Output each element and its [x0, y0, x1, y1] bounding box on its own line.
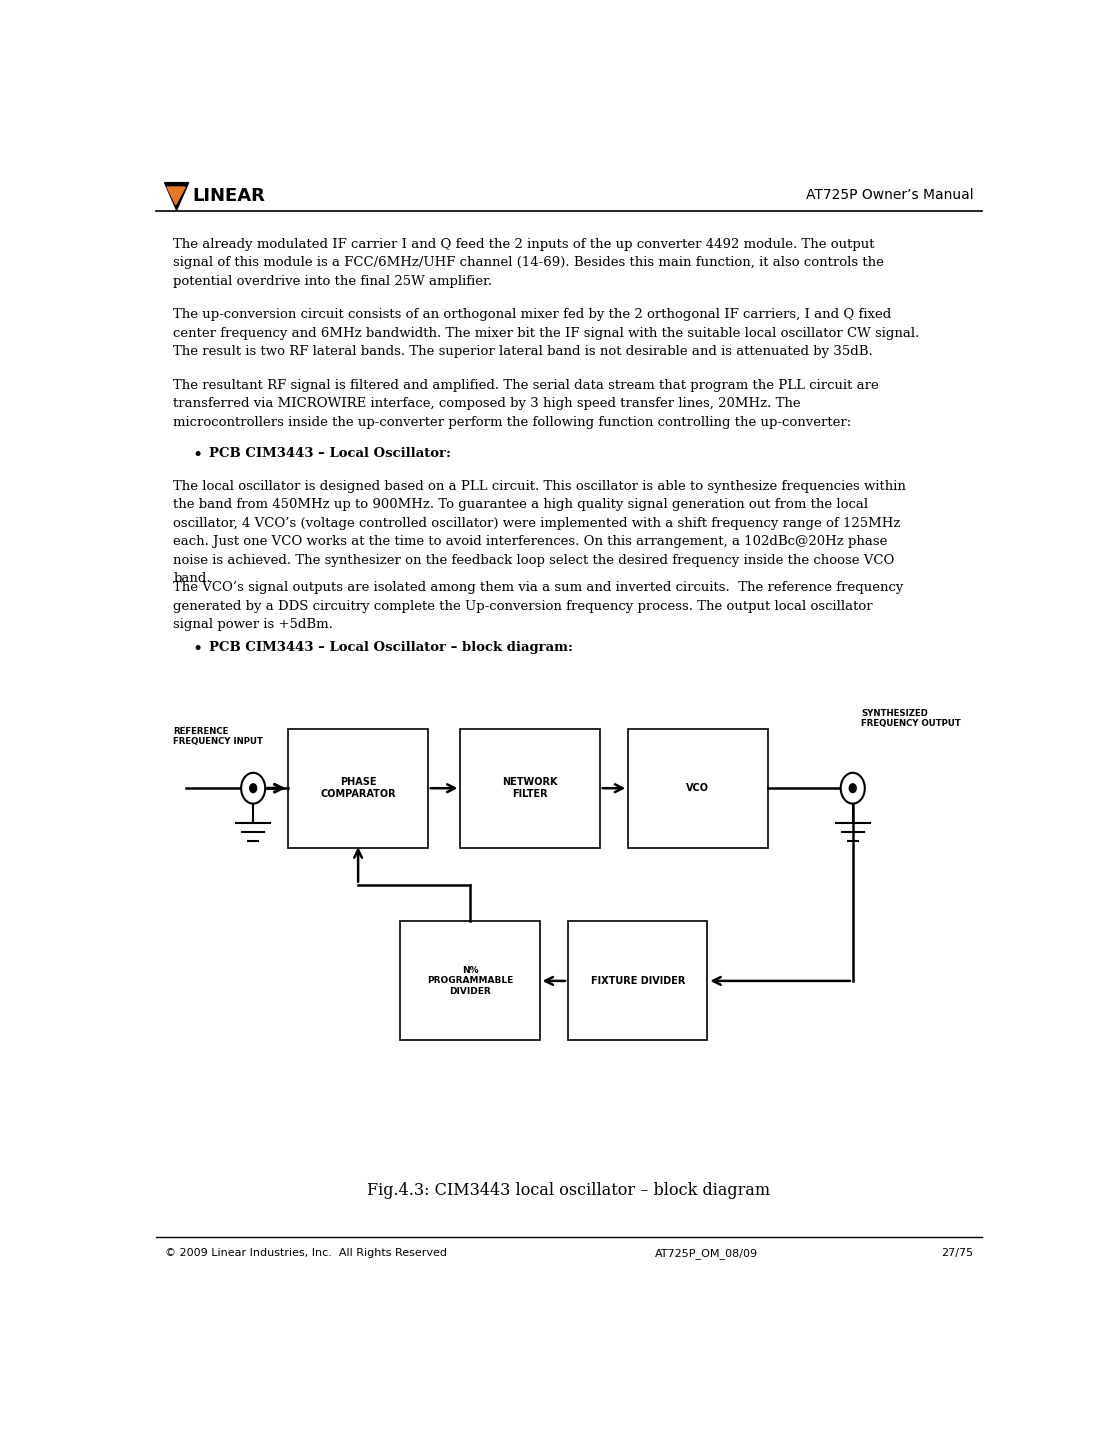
FancyBboxPatch shape [461, 729, 599, 848]
Text: •: • [192, 446, 202, 463]
FancyBboxPatch shape [289, 729, 427, 848]
Circle shape [840, 772, 865, 804]
Text: The up-conversion circuit consists of an orthogonal mixer fed by the 2 orthogona: The up-conversion circuit consists of an… [173, 307, 919, 358]
Text: Fig.4.3: CIM3443 local oscillator – block diagram: Fig.4.3: CIM3443 local oscillator – bloc… [367, 1183, 770, 1200]
Text: The already modulated IF carrier I and Q feed the 2 inputs of the up converter 4: The already modulated IF carrier I and Q… [173, 237, 884, 287]
Text: AT725P Owner’s Manual: AT725P Owner’s Manual [806, 189, 973, 203]
Circle shape [250, 784, 256, 792]
Text: LINEAR: LINEAR [192, 187, 265, 204]
Text: •: • [192, 641, 202, 658]
Text: N%
PROGRAMMABLE
DIVIDER: N% PROGRAMMABLE DIVIDER [427, 967, 513, 995]
Circle shape [241, 772, 265, 804]
Polygon shape [164, 183, 189, 210]
Text: The local oscillator is designed based on a PLL circuit. This oscillator is able: The local oscillator is designed based o… [173, 480, 906, 585]
FancyBboxPatch shape [568, 921, 707, 1041]
Text: AT725P_OM_08/09: AT725P_OM_08/09 [655, 1248, 758, 1260]
Text: REFERENCE
FREQUENCY INPUT: REFERENCE FREQUENCY INPUT [173, 726, 263, 746]
Text: PCB CIM3443 – Local Oscillator – block diagram:: PCB CIM3443 – Local Oscillator – block d… [210, 641, 573, 654]
Text: The resultant RF signal is filtered and amplified. The serial data stream that p: The resultant RF signal is filtered and … [173, 379, 879, 429]
FancyBboxPatch shape [401, 921, 539, 1041]
FancyBboxPatch shape [628, 729, 768, 848]
Circle shape [849, 784, 856, 792]
Polygon shape [168, 187, 185, 204]
Text: NETWORK
FILTER: NETWORK FILTER [503, 778, 558, 799]
Text: PCB CIM3443 – Local Oscillator:: PCB CIM3443 – Local Oscillator: [210, 446, 452, 460]
Text: VCO: VCO [686, 784, 709, 794]
Text: 27/75: 27/75 [941, 1248, 973, 1258]
Text: PHASE
COMPARATOR: PHASE COMPARATOR [321, 778, 396, 799]
Text: FIXTURE DIVIDER: FIXTURE DIVIDER [591, 975, 685, 985]
Text: The VCO’s signal outputs are isolated among them via a sum and inverted circuits: The VCO’s signal outputs are isolated am… [173, 581, 904, 631]
Text: © 2009 Linear Industries, Inc.  All Rights Reserved: © 2009 Linear Industries, Inc. All Right… [164, 1248, 446, 1258]
Text: SYNTHESIZED
FREQUENCY OUTPUT: SYNTHESIZED FREQUENCY OUTPUT [861, 709, 961, 728]
